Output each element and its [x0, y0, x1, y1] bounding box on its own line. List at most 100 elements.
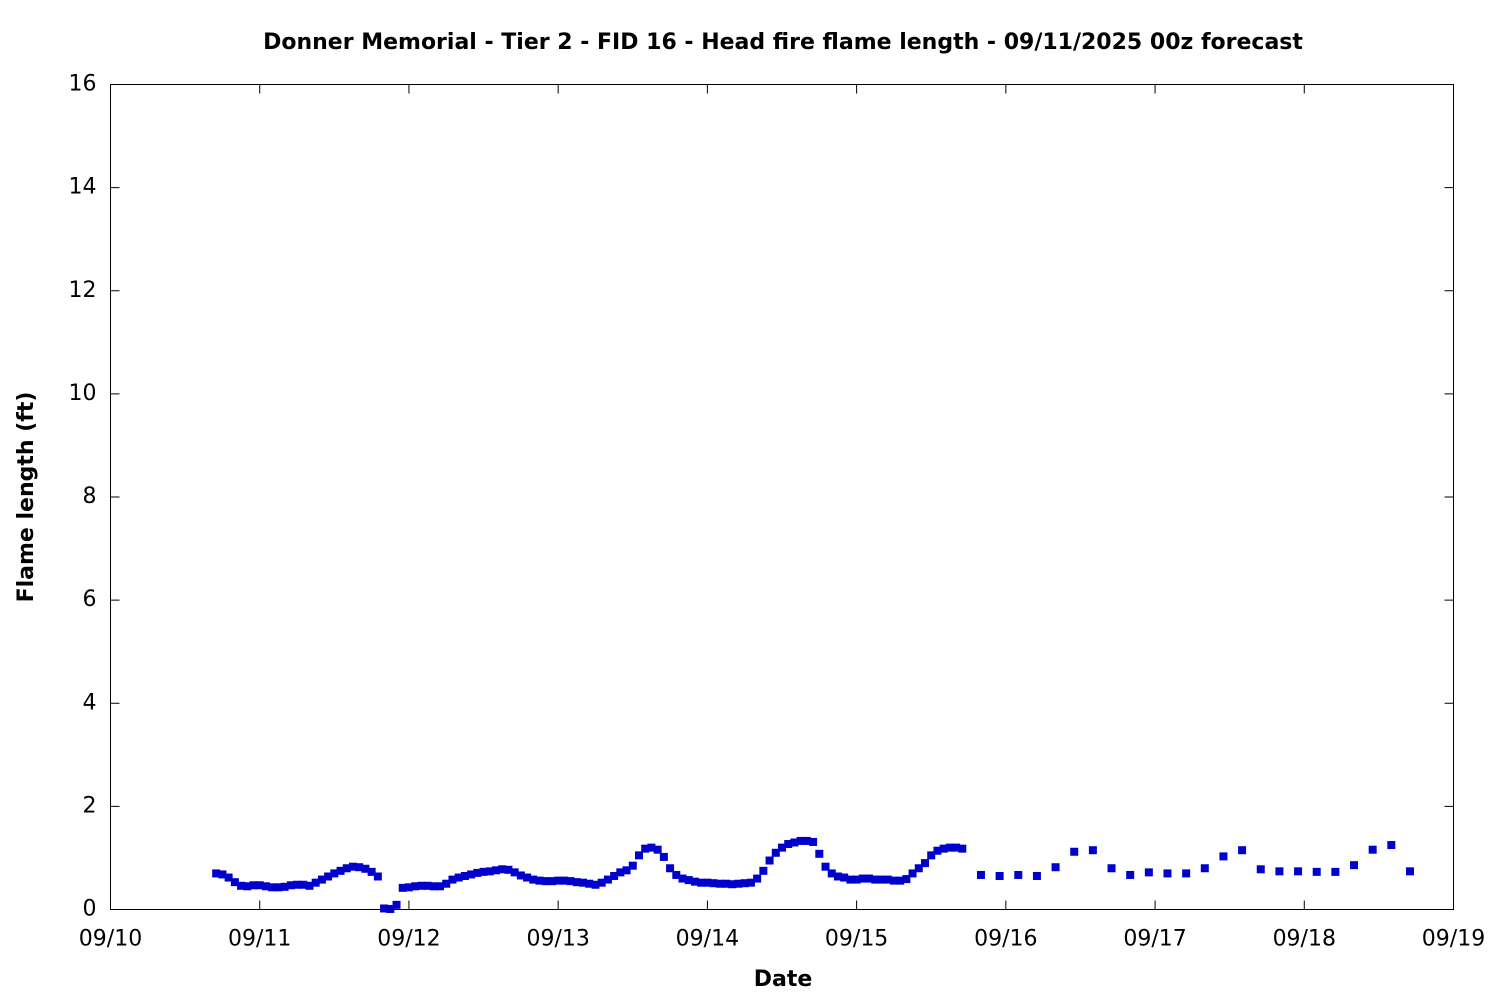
point: [442, 879, 451, 888]
point: [877, 875, 886, 884]
point: [342, 864, 351, 873]
point: [1350, 861, 1359, 870]
point: [871, 875, 880, 884]
x-tick-label: 09/14: [676, 927, 739, 952]
point: [1256, 865, 1265, 874]
point: [597, 878, 606, 887]
point: [261, 882, 270, 891]
point: [572, 878, 581, 887]
point: [840, 873, 849, 882]
x-tick-label: 09/10: [79, 927, 142, 952]
point: [411, 882, 420, 891]
point: [672, 870, 681, 879]
point: [1275, 867, 1284, 876]
point: [958, 844, 967, 853]
point: [554, 876, 563, 885]
point: [858, 874, 867, 883]
point: [746, 878, 755, 887]
point: [852, 875, 861, 884]
point: [1200, 864, 1209, 873]
y-tick-label: 0: [83, 897, 97, 922]
point: [802, 836, 811, 845]
x-tick-label: 09/16: [974, 927, 1037, 952]
point: [324, 872, 333, 881]
point: [591, 880, 600, 889]
point: [361, 864, 370, 873]
y-tick-label: 8: [83, 484, 97, 509]
point: [1368, 845, 1377, 854]
point: [436, 882, 445, 891]
point: [417, 881, 426, 890]
plot-frame: [110, 84, 1454, 910]
point: [579, 878, 588, 887]
point: [1107, 864, 1116, 873]
point: [784, 840, 793, 849]
x-tick-label: 09/15: [825, 927, 888, 952]
point: [610, 871, 619, 880]
point: [796, 836, 805, 845]
point: [1387, 841, 1396, 850]
y-tick-label: 16: [69, 72, 97, 97]
point: [1088, 846, 1097, 855]
point: [423, 881, 432, 890]
point: [305, 881, 314, 890]
point: [249, 881, 258, 890]
point: [336, 866, 345, 875]
x-tick-label: 09/13: [526, 927, 589, 952]
y-tick-label: 14: [69, 175, 97, 200]
point: [1405, 867, 1414, 876]
point: [734, 879, 743, 888]
point: [945, 843, 954, 852]
point: [274, 883, 283, 892]
point: [212, 869, 221, 878]
point: [330, 869, 339, 878]
point: [1331, 867, 1340, 876]
point: [243, 882, 252, 891]
point: [386, 904, 395, 913]
point: [218, 870, 227, 879]
x-tick-label: 09/17: [1123, 927, 1186, 952]
point: [690, 877, 699, 886]
point: [230, 878, 239, 887]
point: [510, 868, 519, 877]
point: [976, 870, 985, 879]
point: [224, 873, 233, 882]
point: [348, 862, 357, 871]
y-tick-label: 2: [83, 793, 97, 818]
point: [759, 866, 768, 875]
point: [473, 868, 482, 877]
point: [939, 844, 948, 853]
point: [523, 873, 532, 882]
point: [709, 879, 718, 888]
point: [1051, 863, 1060, 872]
point: [865, 874, 874, 883]
point: [1219, 852, 1228, 861]
point: [498, 865, 507, 874]
point: [485, 867, 494, 876]
point: [286, 881, 295, 890]
point: [771, 848, 780, 857]
point: [833, 872, 842, 881]
y-tick-label: 6: [83, 587, 97, 612]
point: [883, 875, 892, 884]
point: [790, 838, 799, 847]
point: [454, 873, 463, 882]
point: [678, 874, 687, 883]
point: [697, 878, 706, 887]
point: [827, 869, 836, 878]
point: [1294, 867, 1303, 876]
point: [429, 882, 438, 891]
point: [585, 879, 594, 888]
point: [380, 904, 389, 913]
point: [560, 876, 569, 885]
point: [1238, 846, 1247, 855]
point: [448, 875, 457, 884]
point: [616, 868, 625, 877]
point: [355, 863, 364, 872]
point: [311, 878, 320, 887]
point: [398, 883, 407, 892]
point: [467, 870, 476, 879]
point: [809, 837, 818, 846]
point: [479, 867, 488, 876]
